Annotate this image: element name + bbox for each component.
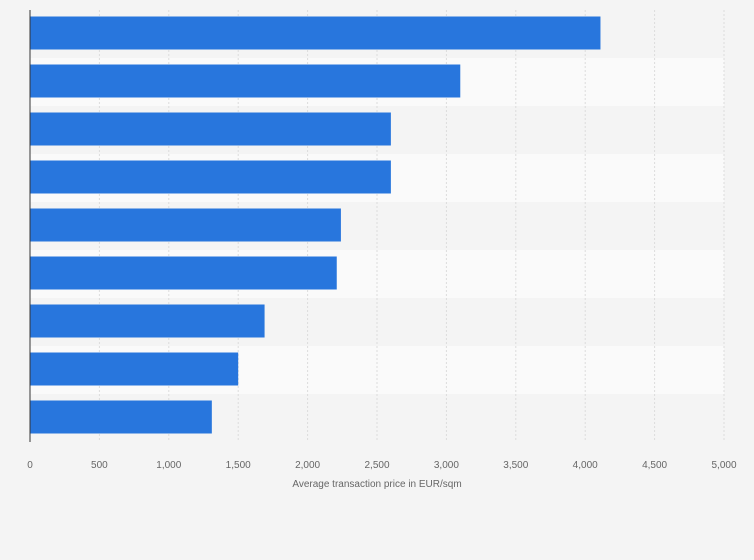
bar: [30, 208, 341, 242]
x-tick-label: 2,000: [295, 460, 320, 471]
bar: [30, 256, 337, 290]
x-tick-label: 1,000: [156, 460, 181, 471]
x-tick-label: 2,500: [364, 460, 389, 471]
bar: [30, 400, 212, 434]
x-tick-label: 500: [91, 460, 108, 471]
bar: [30, 16, 601, 50]
x-tick-label: 5,000: [711, 460, 736, 471]
x-tick-label: 1,500: [226, 460, 251, 471]
bar: [30, 112, 391, 146]
bar: [30, 64, 461, 98]
x-tick-label: 4,000: [573, 460, 598, 471]
x-axis-title: Average transaction price in EUR/sqm: [292, 479, 461, 490]
x-tick-label: 3,500: [503, 460, 528, 471]
bar: [30, 304, 265, 338]
bar: [30, 160, 391, 194]
x-tick-label: 0: [27, 460, 33, 471]
x-tick-label: 4,500: [642, 460, 667, 471]
x-tick-label: 3,000: [434, 460, 459, 471]
x-axis-ticks: 0 500 1,000 1,500 2,000 2,500 3,000 3,500 4,000 4…: [27, 460, 737, 471]
bars: [30, 16, 601, 434]
bar: [30, 352, 239, 386]
